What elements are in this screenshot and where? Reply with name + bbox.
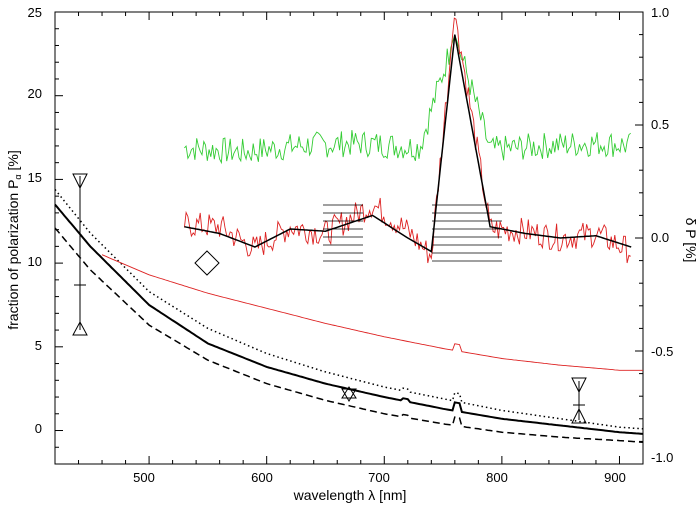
tick-marks (55, 11, 644, 465)
x-tick-700: 700 (368, 470, 390, 485)
x-tick-800: 800 (486, 470, 508, 485)
error-bar-right-top-triangle (571, 377, 587, 394)
y-left-label-subscript: α (13, 174, 23, 179)
y-right-tick-m1: -1.0 (651, 450, 673, 465)
y-right-tick-1: 1.0 (651, 5, 669, 20)
error-bar-mid-triangle-b (341, 386, 357, 399)
y-left-axis-label: fraction of polarization Pα [%] (5, 150, 23, 330)
error-bar-mid-triangle-a (341, 388, 357, 402)
series-line-6 (184, 34, 632, 253)
y-right-axis-label: δ P [%] (683, 218, 699, 263)
y-left-tick-15: 15 (28, 170, 42, 185)
y-left-label-suffix: [%] (5, 150, 21, 174)
series-layer (54, 17, 644, 443)
series-line-5 (183, 17, 631, 264)
error-bar-left-top-triangle (72, 173, 88, 190)
error-bars (72, 173, 587, 424)
y-right-tick-0: 0.0 (651, 230, 669, 245)
y-axis-left: 0 5 10 15 20 25 fraction of polarization… (5, 5, 42, 436)
x-tick-900: 900 (604, 470, 626, 485)
y-left-tick-25: 25 (28, 5, 42, 20)
series-line-0 (54, 189, 644, 430)
y-left-label-main: fraction of polarization P (5, 180, 21, 330)
y-left-tick-10: 10 (28, 254, 42, 269)
x-axis: 500 600 700 800 900 wavelength λ [nm] (133, 470, 626, 503)
y-left-tick-5: 5 (35, 338, 42, 353)
series-line-4 (184, 35, 631, 165)
band-hatching-2 (432, 204, 502, 262)
y-left-tick-20: 20 (28, 86, 42, 101)
y-axis-right: -1.0 -0.5 0.0 0.5 1.0 δ P [%] (651, 5, 699, 465)
series-line-3 (101, 254, 643, 371)
series-line-2 (54, 227, 644, 443)
band-hatching-1 (323, 204, 363, 262)
y-left-tick-0: 0 (35, 421, 42, 436)
x-axis-label: wavelength λ [nm] (293, 487, 407, 503)
diamond-marker (194, 250, 220, 276)
y-right-tick-m05: -0.5 (651, 344, 673, 359)
x-tick-500: 500 (133, 470, 155, 485)
x-tick-600: 600 (251, 470, 273, 485)
error-bar-left-bottom-triangle (72, 320, 88, 336)
error-bar-right-bottom-triangle (571, 407, 587, 424)
y-right-tick-05: 0.5 (651, 117, 669, 132)
